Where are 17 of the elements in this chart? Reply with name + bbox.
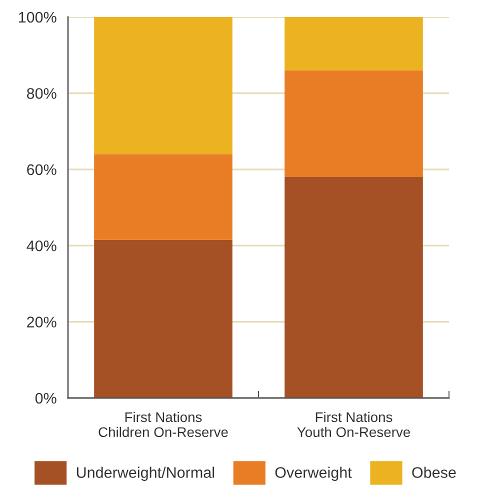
y-tick-label: 80% [26, 88, 56, 99]
x-tick-label: First Nations Youth On-Reserve [297, 412, 410, 438]
y-tick-label: 0% [35, 392, 56, 404]
y-tick-label: 60% [27, 164, 56, 176]
bar [284, 17, 423, 70]
legend-label: Overweight [275, 466, 352, 481]
bar [284, 70, 423, 178]
bar [94, 240, 232, 398]
bar [284, 177, 423, 398]
x-tick-label: First Nations Children On-Reserve [98, 412, 228, 438]
y-tick-label: 40% [26, 240, 56, 252]
legend-label: Underweight/Normal [76, 466, 214, 481]
bar [94, 17, 232, 154]
y-tick-label: 20% [27, 316, 56, 328]
y-tick-label: 100% [18, 12, 56, 23]
bar [94, 154, 232, 240]
legend-label: Obese [412, 466, 456, 478]
